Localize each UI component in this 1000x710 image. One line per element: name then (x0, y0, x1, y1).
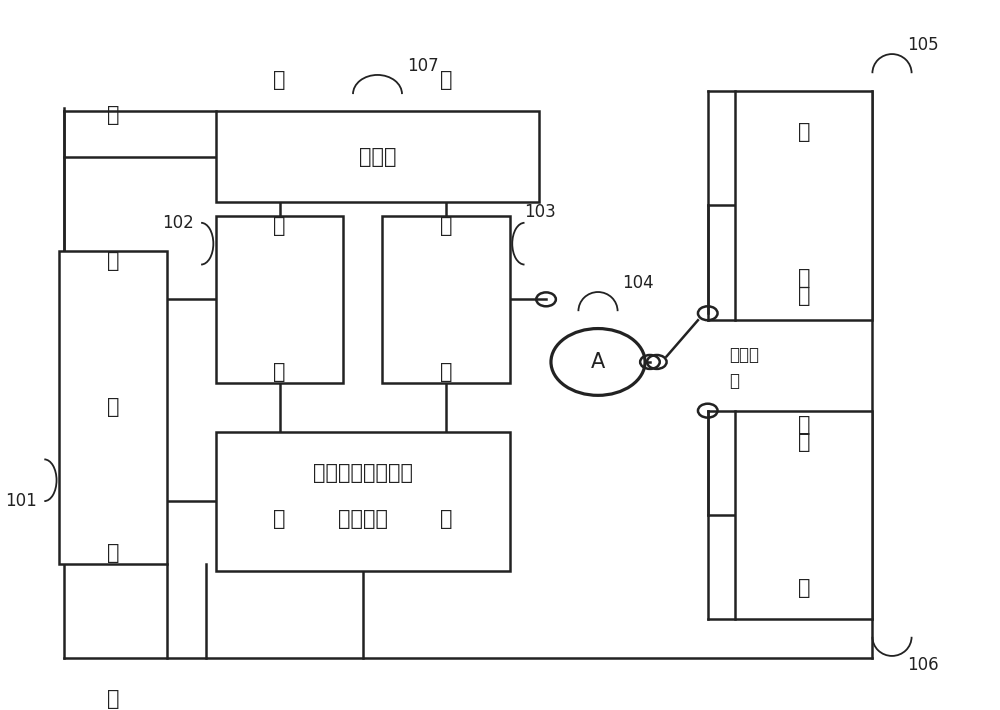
Text: 检: 检 (440, 70, 452, 90)
Text: 调: 调 (107, 397, 119, 417)
Text: 路: 路 (273, 508, 286, 528)
Text: 际: 际 (798, 432, 810, 452)
Text: A: A (591, 352, 605, 372)
Text: 路: 路 (440, 508, 452, 528)
Text: 102: 102 (162, 214, 194, 231)
Text: 动: 动 (273, 217, 286, 236)
Text: 交: 交 (107, 105, 119, 125)
Text: 柄控制器: 柄控制器 (338, 508, 388, 528)
Text: 电: 电 (440, 362, 452, 383)
Text: 负: 负 (798, 268, 810, 288)
Text: 关: 关 (729, 373, 739, 390)
Text: 实: 实 (798, 286, 810, 306)
Text: 104: 104 (622, 274, 654, 293)
Text: 负: 负 (798, 578, 810, 598)
Text: 驱: 驱 (273, 70, 286, 90)
Text: 单梁起重机智能手: 单梁起重机智能手 (313, 464, 413, 484)
Text: 拟: 拟 (798, 122, 810, 142)
Bar (59, 251, 167, 564)
Text: 转换开: 转换开 (729, 346, 759, 364)
Text: 103: 103 (524, 203, 556, 222)
Bar (382, 216, 510, 383)
Text: 压: 压 (107, 543, 119, 563)
Bar (735, 410, 872, 619)
Text: 电: 电 (273, 362, 286, 383)
Bar (735, 91, 872, 320)
Text: 105: 105 (907, 36, 938, 55)
Text: 测: 测 (440, 217, 452, 236)
Bar (216, 111, 539, 202)
Bar (216, 216, 343, 383)
Text: 流: 流 (107, 251, 119, 271)
Bar (216, 432, 510, 571)
Text: 107: 107 (407, 58, 439, 75)
Text: 101: 101 (5, 492, 37, 510)
Text: 106: 106 (907, 655, 938, 674)
Text: 载: 载 (798, 415, 810, 435)
Text: 器: 器 (107, 689, 119, 709)
Text: 处理器: 处理器 (359, 147, 396, 167)
